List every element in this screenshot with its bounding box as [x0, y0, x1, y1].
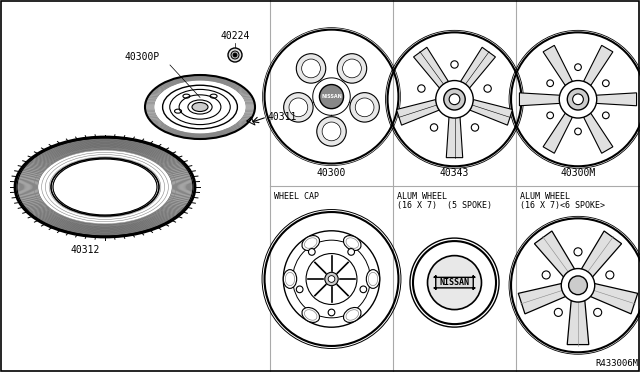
Ellipse shape [344, 308, 361, 323]
Text: (16 X 7)<6 SPOKE>: (16 X 7)<6 SPOKE> [520, 201, 605, 210]
Circle shape [306, 254, 357, 304]
Circle shape [574, 248, 582, 256]
Circle shape [554, 308, 563, 317]
Polygon shape [567, 301, 589, 344]
Circle shape [289, 98, 308, 117]
Circle shape [567, 89, 589, 110]
Polygon shape [520, 93, 560, 106]
Text: 40300: 40300 [317, 168, 346, 178]
Circle shape [547, 112, 554, 119]
FancyBboxPatch shape [434, 275, 476, 290]
Text: ALUM WHEEL: ALUM WHEEL [520, 192, 570, 201]
Text: 40300M: 40300M [561, 168, 596, 178]
Circle shape [342, 59, 362, 78]
Polygon shape [582, 231, 621, 277]
Polygon shape [446, 117, 463, 158]
Circle shape [308, 248, 315, 255]
Text: 40300P: 40300P [124, 52, 159, 62]
Circle shape [575, 128, 581, 135]
Polygon shape [543, 45, 572, 86]
Circle shape [484, 85, 492, 92]
Circle shape [575, 64, 581, 71]
Circle shape [602, 80, 609, 87]
Text: NISSAN: NISSAN [321, 94, 342, 99]
Circle shape [471, 124, 479, 131]
Circle shape [436, 81, 473, 118]
Circle shape [428, 256, 481, 310]
Text: NISSAN: NISSAN [440, 278, 470, 287]
Polygon shape [543, 113, 572, 153]
Circle shape [296, 286, 303, 293]
Circle shape [328, 309, 335, 316]
Circle shape [301, 59, 321, 78]
Text: (16 X 7)  (5 SPOKE): (16 X 7) (5 SPOKE) [397, 201, 492, 210]
Text: 40224: 40224 [220, 31, 250, 41]
Circle shape [296, 54, 326, 83]
Circle shape [444, 89, 465, 110]
Text: R433006M: R433006M [595, 359, 638, 368]
Ellipse shape [284, 270, 297, 288]
Ellipse shape [366, 270, 380, 288]
Polygon shape [461, 47, 495, 88]
Circle shape [284, 93, 313, 122]
Circle shape [451, 61, 458, 68]
Circle shape [542, 271, 550, 279]
Text: 40343: 40343 [440, 168, 469, 178]
Polygon shape [584, 113, 613, 153]
Circle shape [348, 248, 355, 255]
Circle shape [594, 308, 602, 317]
Circle shape [328, 276, 335, 282]
Circle shape [350, 93, 380, 122]
Polygon shape [518, 283, 566, 314]
Circle shape [360, 286, 367, 293]
Circle shape [325, 272, 338, 286]
Text: 40312: 40312 [70, 245, 100, 255]
Polygon shape [470, 100, 513, 125]
Circle shape [317, 117, 346, 146]
Circle shape [319, 84, 344, 109]
Circle shape [568, 276, 588, 295]
Circle shape [559, 81, 596, 118]
Circle shape [233, 53, 237, 57]
Circle shape [606, 271, 614, 279]
Circle shape [547, 80, 554, 87]
Text: 40311: 40311 [268, 112, 298, 122]
Circle shape [418, 85, 425, 92]
Circle shape [573, 94, 583, 105]
Circle shape [602, 112, 609, 119]
Text: ALUM WHEEL: ALUM WHEEL [397, 192, 447, 201]
Polygon shape [584, 45, 613, 86]
Ellipse shape [302, 235, 319, 250]
Polygon shape [534, 231, 575, 277]
Circle shape [355, 98, 374, 117]
Text: WHEEL CAP: WHEEL CAP [274, 192, 319, 201]
Circle shape [231, 51, 239, 59]
Ellipse shape [344, 235, 361, 250]
Polygon shape [396, 100, 439, 125]
Circle shape [228, 48, 242, 62]
Circle shape [337, 54, 367, 83]
Circle shape [430, 124, 438, 131]
Polygon shape [596, 93, 637, 106]
Polygon shape [591, 283, 637, 314]
Circle shape [322, 122, 341, 141]
Polygon shape [413, 47, 449, 88]
Circle shape [561, 269, 595, 302]
Ellipse shape [302, 308, 319, 323]
Circle shape [449, 94, 460, 105]
Circle shape [574, 281, 582, 289]
Ellipse shape [192, 103, 208, 112]
